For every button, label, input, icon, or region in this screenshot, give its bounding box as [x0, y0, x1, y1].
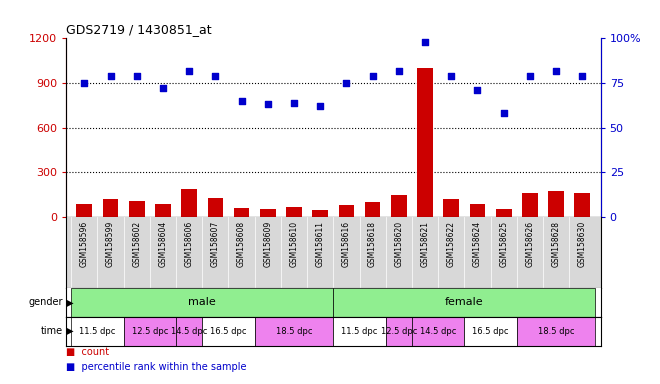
Bar [182, 189, 197, 217]
Bar [71, 317, 123, 346]
Text: GSM158620: GSM158620 [394, 220, 403, 266]
Text: GSM158610: GSM158610 [290, 220, 298, 266]
Text: GDS2719 / 1430851_at: GDS2719 / 1430851_at [66, 23, 212, 36]
Bar [574, 193, 590, 217]
Text: 11.5 dpc: 11.5 dpc [341, 327, 378, 336]
Text: 14.5 dpc: 14.5 dpc [171, 327, 207, 336]
Text: female: female [445, 297, 484, 308]
Bar [260, 209, 276, 217]
Bar [255, 317, 333, 346]
Text: male: male [188, 297, 216, 308]
Bar [286, 207, 302, 217]
Text: GSM158602: GSM158602 [132, 220, 141, 266]
Point [184, 68, 195, 74]
Text: 18.5 dpc: 18.5 dpc [276, 327, 312, 336]
Bar [129, 200, 145, 217]
Point [315, 103, 325, 109]
Bar [365, 202, 380, 217]
Bar [103, 199, 118, 217]
Bar [333, 317, 385, 346]
Point [158, 85, 168, 91]
Point [420, 39, 430, 45]
Text: GSM158626: GSM158626 [525, 220, 535, 266]
Text: GSM158596: GSM158596 [80, 220, 89, 267]
Point [79, 80, 90, 86]
Point [393, 68, 404, 74]
Bar [496, 209, 512, 217]
Text: GSM158599: GSM158599 [106, 220, 115, 267]
Bar [385, 317, 412, 346]
Text: ▶: ▶ [63, 326, 74, 336]
Point [210, 73, 220, 79]
Text: GSM158606: GSM158606 [185, 220, 193, 267]
Bar [444, 199, 459, 217]
Text: GSM158604: GSM158604 [158, 220, 168, 267]
Bar [522, 193, 538, 217]
Bar [155, 204, 171, 217]
Bar [71, 288, 333, 317]
Point [288, 99, 299, 106]
Text: GSM158625: GSM158625 [499, 220, 508, 266]
Text: 16.5 dpc: 16.5 dpc [211, 327, 247, 336]
Text: ■  count: ■ count [66, 347, 109, 357]
Bar [412, 317, 465, 346]
Point [131, 73, 142, 79]
Text: GSM158608: GSM158608 [237, 220, 246, 266]
Point [525, 73, 535, 79]
Point [498, 110, 509, 116]
Bar [465, 317, 517, 346]
Bar [548, 191, 564, 217]
Text: GSM158621: GSM158621 [420, 220, 430, 266]
Bar [469, 204, 485, 217]
Text: 12.5 dpc: 12.5 dpc [381, 327, 417, 336]
Bar [234, 208, 249, 217]
Point [106, 73, 116, 79]
Bar [77, 204, 92, 217]
Bar [202, 317, 255, 346]
Point [551, 68, 562, 74]
Bar [417, 68, 433, 217]
Text: 14.5 dpc: 14.5 dpc [420, 327, 456, 336]
Point [577, 73, 587, 79]
Text: GSM158611: GSM158611 [315, 220, 325, 266]
Point [446, 73, 457, 79]
Bar [333, 288, 595, 317]
Text: GSM158618: GSM158618 [368, 220, 377, 266]
Text: time: time [40, 326, 63, 336]
Point [236, 98, 247, 104]
Text: GSM158622: GSM158622 [447, 220, 455, 266]
Point [368, 73, 378, 79]
Text: GSM158628: GSM158628 [552, 220, 560, 266]
Text: GSM158624: GSM158624 [473, 220, 482, 266]
Text: ■  percentile rank within the sample: ■ percentile rank within the sample [66, 362, 246, 372]
Bar [391, 195, 407, 217]
Point [472, 87, 482, 93]
Text: GSM158609: GSM158609 [263, 220, 273, 267]
Bar [123, 317, 176, 346]
Bar [176, 317, 202, 346]
Bar [517, 317, 595, 346]
Bar [312, 210, 328, 217]
Text: 16.5 dpc: 16.5 dpc [473, 327, 509, 336]
Text: GSM158616: GSM158616 [342, 220, 351, 266]
Bar [339, 205, 354, 217]
Bar [207, 198, 223, 217]
Text: ▶: ▶ [63, 297, 74, 308]
Point [263, 101, 273, 108]
Text: 11.5 dpc: 11.5 dpc [79, 327, 116, 336]
Text: GSM158630: GSM158630 [578, 220, 587, 267]
Text: gender: gender [28, 297, 63, 308]
Text: 18.5 dpc: 18.5 dpc [538, 327, 574, 336]
Point [341, 80, 352, 86]
Text: 12.5 dpc: 12.5 dpc [132, 327, 168, 336]
Text: GSM158607: GSM158607 [211, 220, 220, 267]
